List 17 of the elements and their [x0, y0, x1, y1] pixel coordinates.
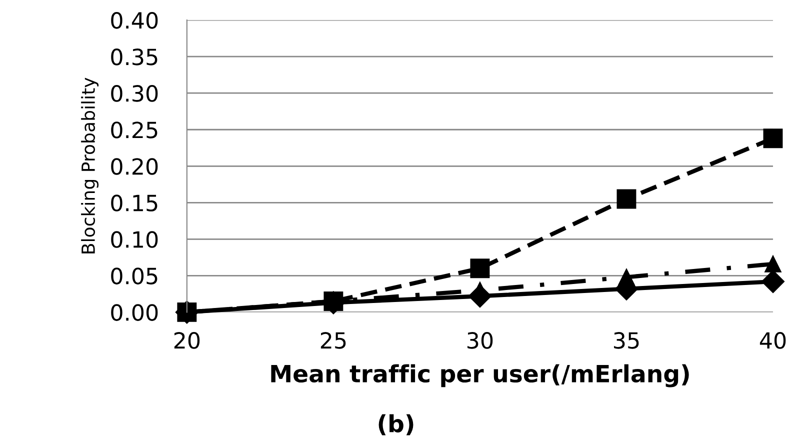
y-tick-label: 0.15 — [111, 194, 158, 212]
y-tick-label: 0.20 — [111, 158, 158, 175]
y-tick-label: 0.30 — [111, 85, 158, 102]
y-tick-label: 0.25 — [111, 122, 158, 138]
x-axis-title: Mean traffic per user(/mErlang) — [271, 364, 689, 388]
y-axis-title: Blocking Probability — [81, 78, 99, 254]
x-tick-label: 35 — [614, 332, 639, 349]
x-tick-label: 25 — [320, 332, 346, 349]
y-tick-label: 0.05 — [111, 268, 158, 284]
y-tick-label: 0.00 — [111, 304, 158, 321]
y-tick-label: 0.10 — [111, 231, 158, 248]
y-tick-label: 0.40 — [111, 12, 158, 29]
text: (b) — [378, 414, 414, 436]
x-tick-label: 30 — [468, 332, 493, 349]
x-tick-label: 20 — [174, 332, 200, 349]
x-tick-label: 40 — [760, 332, 786, 349]
y-tick-label: 0.35 — [111, 48, 158, 66]
